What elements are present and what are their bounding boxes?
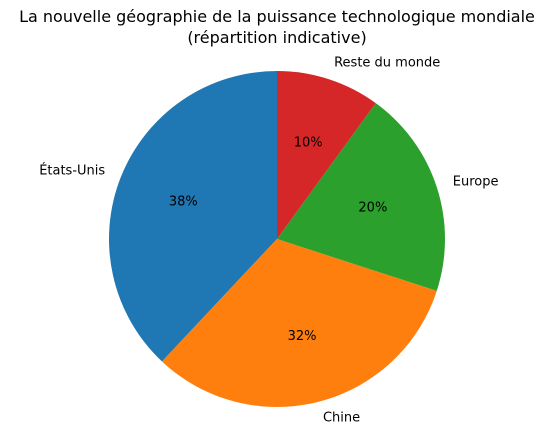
value-label: 32% bbox=[288, 329, 317, 344]
pie-slice bbox=[161, 239, 437, 407]
slice-label: États-Unis bbox=[39, 162, 105, 178]
slice-label: Reste du monde bbox=[334, 56, 440, 71]
chart-title: La nouvelle géographie de la puissance t… bbox=[19, 7, 535, 47]
slice-label: Europe bbox=[453, 174, 499, 189]
value-label: 20% bbox=[358, 200, 387, 215]
pie-slice bbox=[277, 71, 376, 239]
pie-slice bbox=[277, 103, 445, 291]
value-label: 38% bbox=[169, 194, 198, 209]
slice-label: Chine bbox=[323, 410, 360, 425]
value-label: 10% bbox=[294, 136, 323, 151]
pie-slice bbox=[109, 71, 278, 362]
